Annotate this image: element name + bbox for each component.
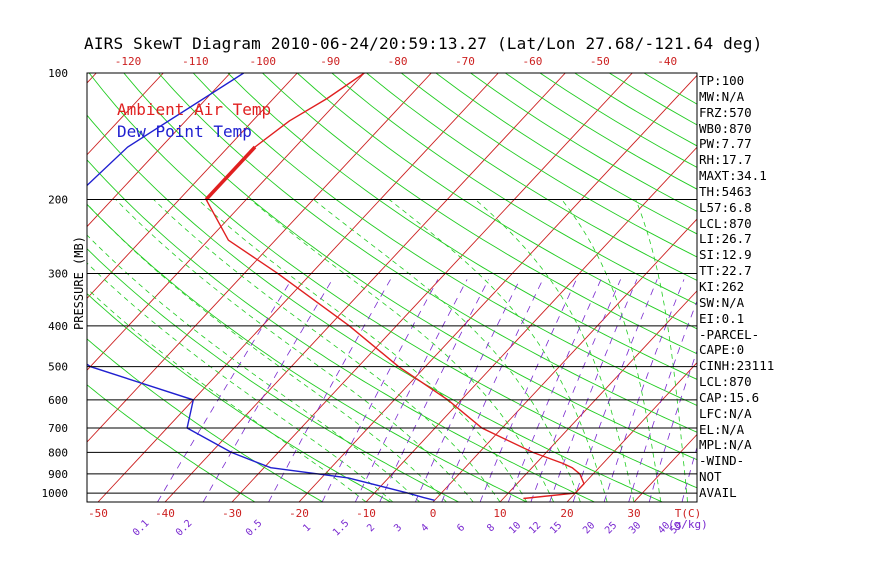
- index-item: PW:7.77: [699, 136, 869, 152]
- index-item: EL:N/A: [699, 422, 869, 438]
- bottom-temperature-tick: -10: [356, 507, 376, 520]
- moist-adiabat-line: [116, 200, 474, 503]
- index-item: NOT: [699, 469, 869, 485]
- index-item: KI:262: [699, 279, 869, 295]
- y-axis-label: PRESSURE (MB): [72, 236, 86, 330]
- moist-adiabat-line: [54, 200, 420, 503]
- pressure-tick-label: 100: [48, 67, 68, 80]
- mixing-ratio-line: [442, 279, 543, 502]
- pressure-tick-label: 500: [48, 361, 68, 374]
- isotherm-line: [0, 73, 29, 502]
- top-temperature-tick: -60: [522, 55, 542, 68]
- mixing-ratio-label: 0.5: [244, 518, 265, 539]
- index-item: SW:N/A: [699, 295, 869, 311]
- index-item: SI:12.9: [699, 247, 869, 263]
- isotherm-line: [299, 73, 699, 502]
- mixing-ratio-label: 1: [301, 522, 313, 534]
- mixing-ratio-label: 6: [455, 522, 467, 534]
- mixing-ratio-label: 2: [365, 522, 377, 534]
- index-item: RH:17.7: [699, 152, 869, 168]
- mixing-ratio-label: 25: [603, 520, 619, 536]
- index-item: MPL:N/A: [699, 437, 869, 453]
- moist-adiabat-line: [636, 200, 688, 503]
- isotherm-line: [232, 73, 632, 502]
- index-item: LCL:870: [699, 216, 869, 232]
- index-item: L57:6.8: [699, 200, 869, 216]
- top-temperature-tick: -70: [455, 55, 475, 68]
- index-item: LI:26.7: [699, 231, 869, 247]
- bottom-temperature-tick: -30: [222, 507, 242, 520]
- mixing-ratio-line: [158, 279, 292, 502]
- mixing-ratio-label: 12: [527, 520, 543, 536]
- index-item: AVAIL: [699, 485, 869, 501]
- mixing-ratio-label: 0.2: [174, 518, 195, 539]
- mixing-ratio-label: 8: [485, 522, 497, 534]
- top-temperature-tick: -40: [657, 55, 677, 68]
- moist-adiabat-line: [154, 200, 500, 503]
- index-item: CAP:15.6: [699, 390, 869, 406]
- mixing-ratio-line: [415, 279, 520, 502]
- mixing-ratio-label: 3: [392, 522, 404, 534]
- index-item: TP:100: [699, 73, 869, 89]
- mixing-ratio-line: [604, 279, 684, 502]
- index-item: LCL:870: [699, 374, 869, 390]
- mixing-ratio-label: 0.1: [131, 518, 152, 539]
- pressure-tick-label: 1000: [42, 487, 69, 500]
- index-item: CAPE:0: [699, 342, 869, 358]
- index-item: -PARCEL-: [699, 327, 869, 343]
- bottom-temperature-tick: 0: [430, 507, 437, 520]
- pressure-tick-label: 600: [48, 394, 68, 407]
- air-temp-bold-segment: [206, 147, 255, 200]
- index-item: MAXT:34.1: [699, 168, 869, 184]
- moist-adiabat-line: [251, 200, 554, 503]
- top-temperature-tick: -110: [182, 55, 209, 68]
- index-item: TT:22.7: [699, 263, 869, 279]
- pressure-tick-label: 700: [48, 422, 68, 435]
- mixing-ratio-line: [508, 279, 601, 502]
- legend-ambient-air-temp: Ambient Air Temp: [117, 100, 271, 119]
- bottom-temperature-tick: -40: [155, 507, 175, 520]
- mixing-ratio-label: 4: [419, 522, 431, 534]
- index-item: LFC:N/A: [699, 406, 869, 422]
- index-item: EI:0.1: [699, 311, 869, 327]
- mixing-ratio-line: [573, 279, 657, 502]
- mixing-ratio-label: 15: [548, 520, 564, 536]
- pressure-tick-label: 400: [48, 320, 68, 333]
- pressure-tick-label: 200: [48, 193, 68, 206]
- moist-adiabat-line: [562, 200, 661, 503]
- mixing-ratio-unit-label: (g/kg): [668, 518, 708, 531]
- pressure-tick-label: 900: [48, 468, 68, 481]
- bottom-temperature-tick: 20: [560, 507, 573, 520]
- mixing-ratio-line: [629, 279, 706, 502]
- top-temperature-tick: -100: [250, 55, 277, 68]
- mixing-ratio-label: 30: [627, 520, 643, 536]
- index-item: TH:5463: [699, 184, 869, 200]
- mixing-ratio-label: 20: [581, 520, 597, 536]
- index-item: FRZ:570: [699, 105, 869, 121]
- pressure-tick-label: 800: [48, 446, 68, 459]
- top-temperature-tick: -120: [115, 55, 142, 68]
- chart-title: AIRS SkewT Diagram 2010-06-24/20:59:13.2…: [84, 34, 762, 53]
- bottom-temperature-tick: -50: [88, 507, 108, 520]
- index-item: -WIND-: [699, 453, 869, 469]
- top-temperature-tick: -80: [388, 55, 408, 68]
- pressure-tick-label: 300: [48, 267, 68, 280]
- bottom-temperature-tick: -20: [289, 507, 309, 520]
- mixing-ratio-label: 1.5: [331, 518, 352, 539]
- top-temperature-tick: -90: [320, 55, 340, 68]
- legend-dew-point-temp: Dew Point Temp: [117, 122, 252, 141]
- index-item: WB0:870: [699, 121, 869, 137]
- bottom-temperature-tick: 10: [493, 507, 506, 520]
- bottom-temperature-tick: 30: [627, 507, 640, 520]
- index-item: MW:N/A: [699, 89, 869, 105]
- index-item: CINH:23111: [699, 358, 869, 374]
- mixing-ratio-label: 10: [507, 520, 523, 536]
- top-temperature-tick: -50: [590, 55, 610, 68]
- moist-adiabat-line: [475, 200, 634, 503]
